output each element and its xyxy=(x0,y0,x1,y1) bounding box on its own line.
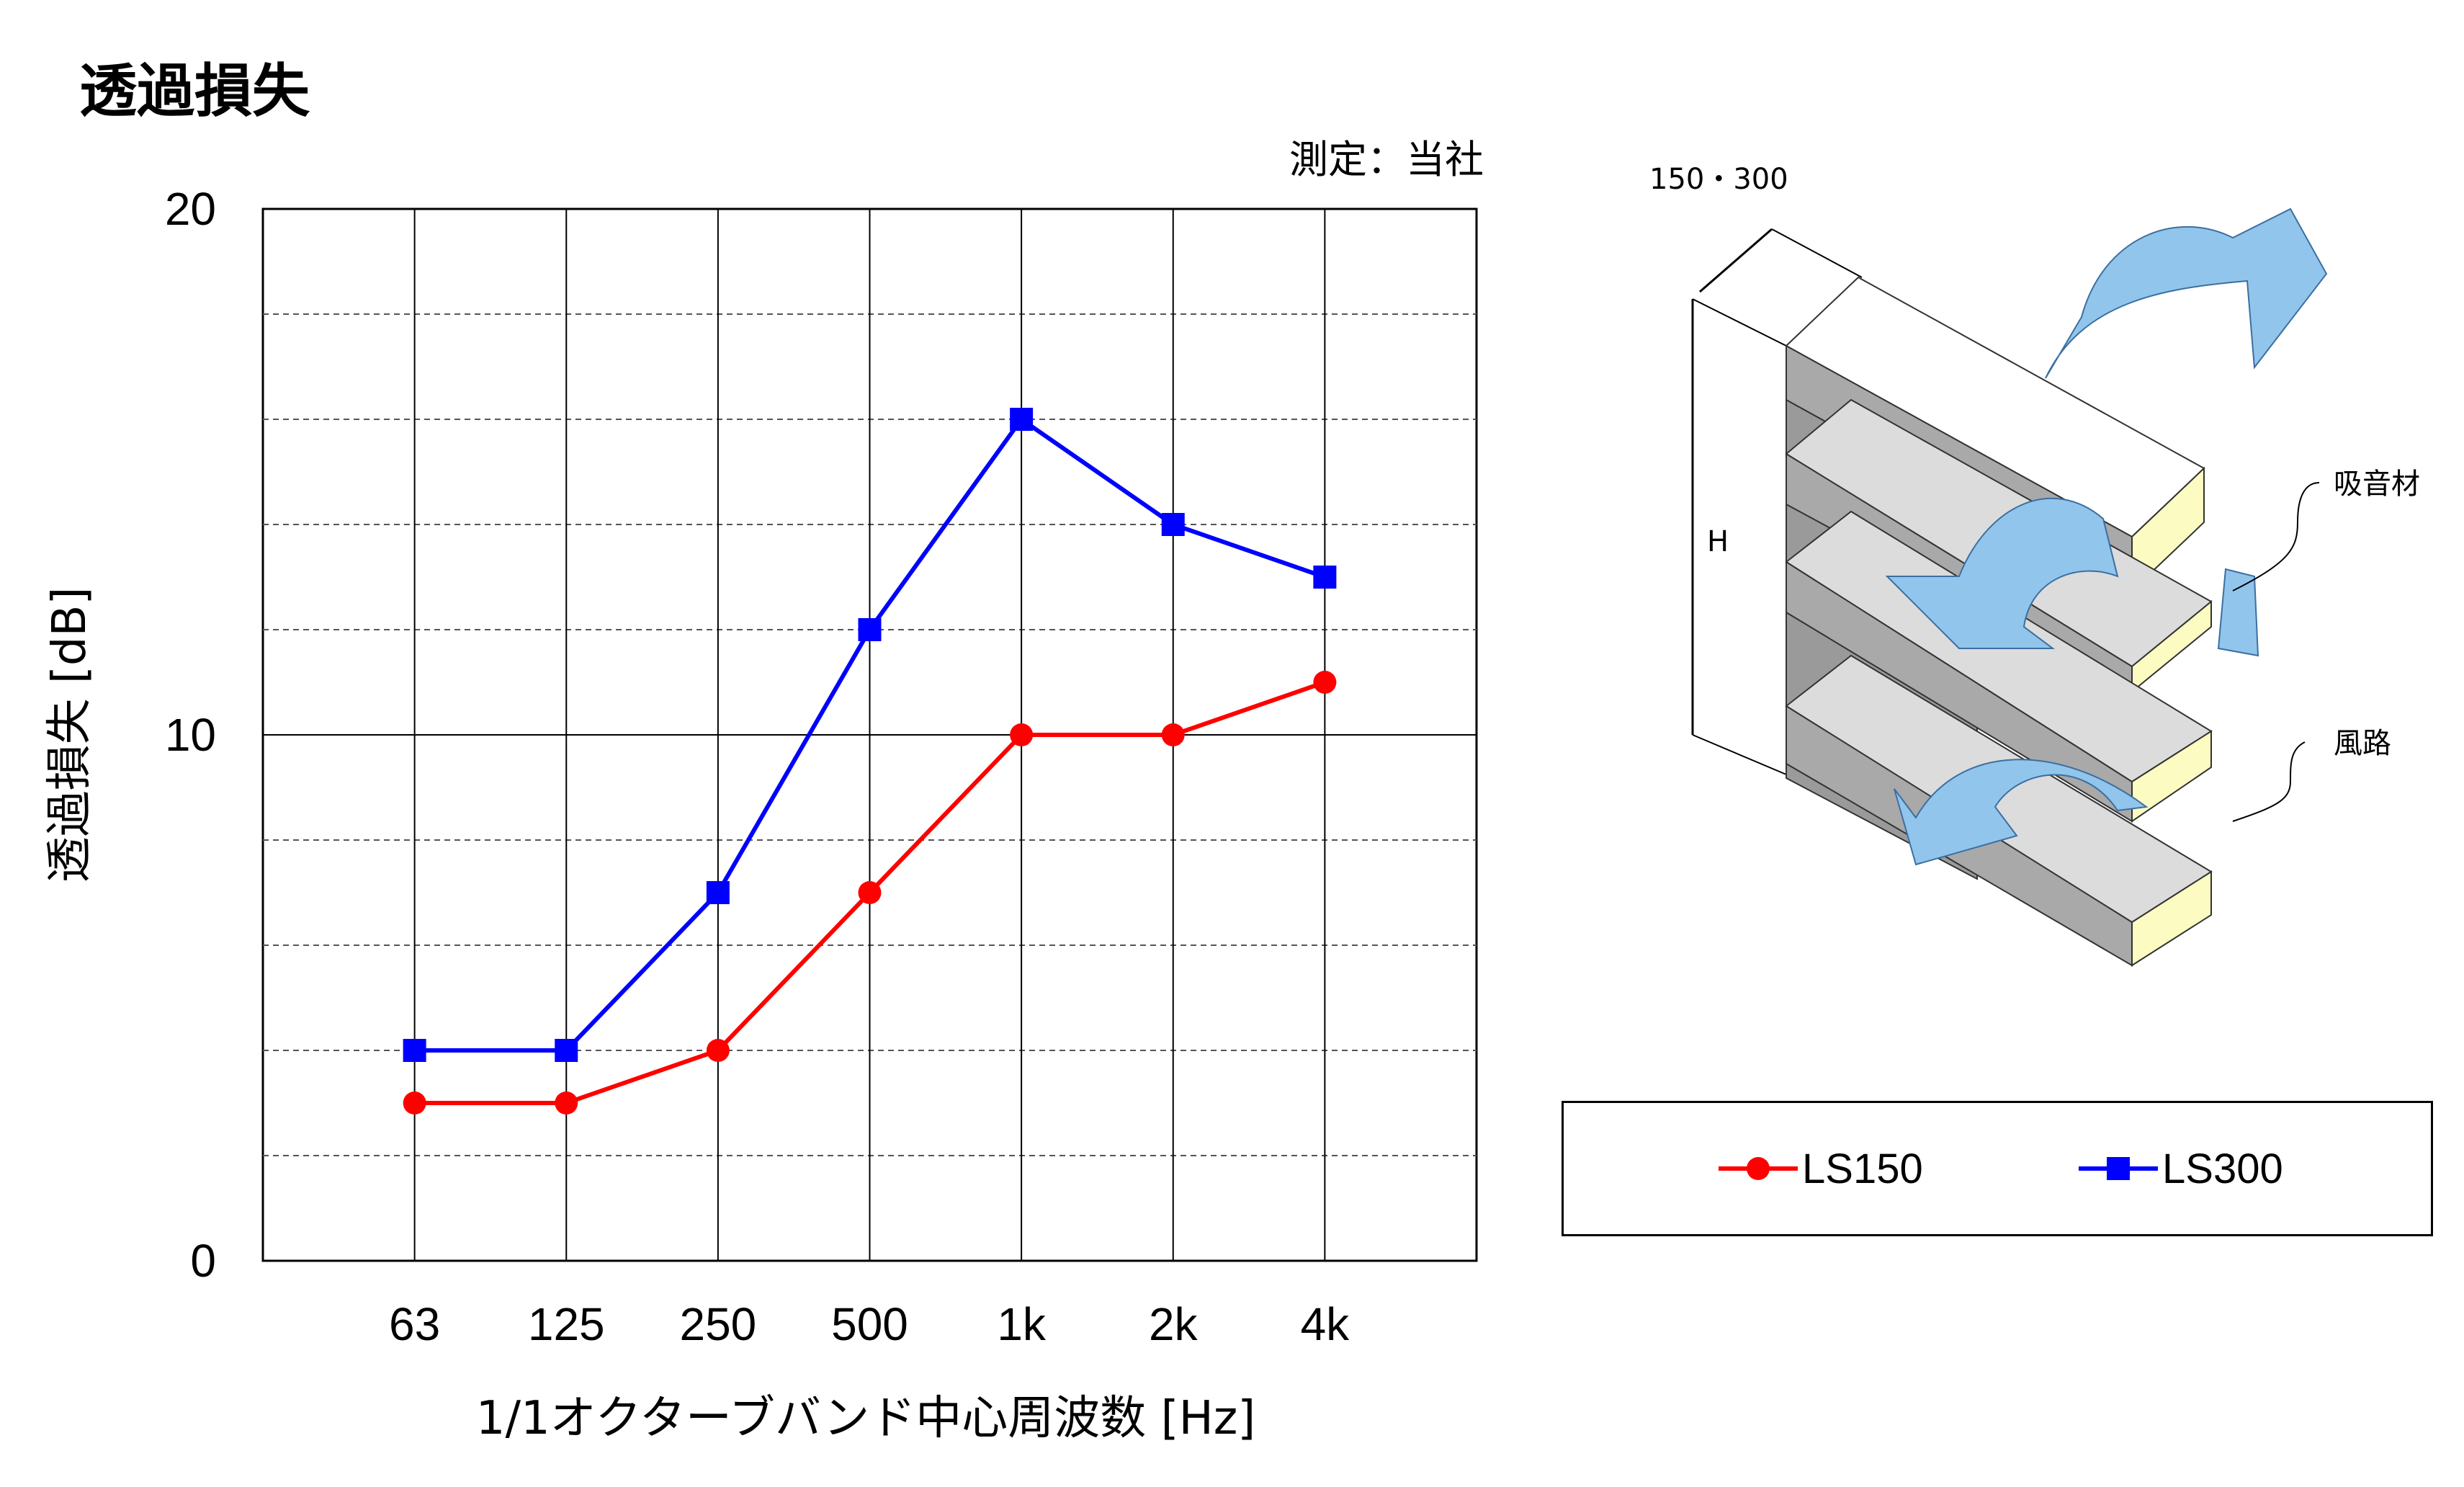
airway-label: 風路 xyxy=(2334,727,2391,760)
absorber-leader-line xyxy=(2232,482,2320,591)
x-tick-label: 125 xyxy=(528,1298,605,1350)
data-point-ls150 xyxy=(1161,723,1185,746)
transmission-loss-chart: 測定：当社 63 125 250 500 1k 2k 4k 0 10 20 透過損失 [dB] 1… xyxy=(43,137,1484,1445)
y-tick-label: 0 xyxy=(190,1235,216,1287)
airway-leader-line xyxy=(2232,741,2306,822)
data-point-ls150 xyxy=(555,1091,578,1115)
x-tick-label: 250 xyxy=(679,1298,756,1350)
y-tick-label: 20 xyxy=(165,183,216,235)
legend-label-ls150: LS150 xyxy=(1802,1145,1923,1192)
data-point-ls300 xyxy=(858,618,882,641)
height-label: H xyxy=(1707,525,1729,558)
x-tick-label: 500 xyxy=(831,1298,908,1350)
legend-item-ls150: LS150 xyxy=(1719,1103,1923,1234)
series-layer xyxy=(403,408,1337,1115)
airflow-arrow-bottom-icon xyxy=(1894,759,2149,866)
x-tick-label: 4k xyxy=(1301,1298,1350,1350)
airflow-arrow-middle-left-icon xyxy=(1885,497,2119,649)
data-point-ls150 xyxy=(403,1091,426,1115)
data-point-ls300 xyxy=(1313,566,1337,589)
page-title: 透過損失 xyxy=(79,58,310,125)
legend-box: LS150 LS300 xyxy=(1562,1101,2433,1236)
airflow-arrow-middle-right-icon xyxy=(2217,568,2259,657)
thickness-extension-right xyxy=(1771,228,1863,278)
x-axis-label: 1/1オクターブバンド中心周波数 [Hz] xyxy=(476,1392,1256,1445)
thickness-dimension-line xyxy=(1699,228,1773,293)
thickness-label: 150・300 xyxy=(1649,163,1788,196)
airflow-arrows xyxy=(1885,207,2328,866)
x-tick-label: 63 xyxy=(389,1298,440,1350)
y-tick-label: 10 xyxy=(165,709,216,761)
absorber-label: 吸音材 xyxy=(2334,468,2420,501)
y-axis-label: 透過損失 [dB] xyxy=(43,587,97,883)
data-point-ls150 xyxy=(858,881,882,904)
legend-marker-square-icon xyxy=(2079,1157,2158,1180)
legend-marker-circle-icon xyxy=(1719,1157,1798,1180)
x-tick-label: 2k xyxy=(1149,1298,1199,1350)
legend-label-ls300: LS300 xyxy=(2162,1145,2283,1192)
silencer-diagram: 150・300 H 吸音材 風路 xyxy=(1649,163,2420,967)
data-point-ls300 xyxy=(1010,408,1034,431)
data-point-ls300 xyxy=(403,1039,426,1062)
absorber-face xyxy=(2131,870,2212,967)
legend-item-ls300: LS300 xyxy=(2079,1103,2283,1234)
data-point-ls300 xyxy=(1161,513,1185,536)
data-point-ls300 xyxy=(706,881,730,904)
data-point-ls300 xyxy=(555,1039,578,1062)
measurement-note: 測定：当社 xyxy=(1289,137,1484,182)
airflow-arrow-top-icon xyxy=(2045,207,2328,379)
axis-layer: 63 125 250 500 1k 2k 4k 0 10 20 xyxy=(165,183,1350,1350)
thickness-extension-left xyxy=(1692,298,1787,347)
data-point-ls150 xyxy=(1010,723,1034,746)
x-tick-label: 1k xyxy=(997,1298,1047,1350)
data-point-ls150 xyxy=(706,1039,730,1062)
height-extension-bottom xyxy=(1692,734,1787,775)
data-point-ls150 xyxy=(1313,671,1337,694)
